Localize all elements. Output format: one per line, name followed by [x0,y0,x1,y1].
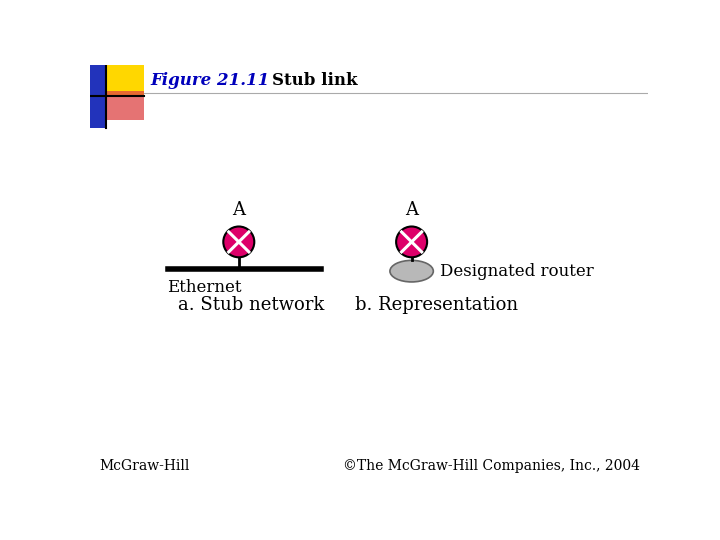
Bar [104,91,144,120]
Text: A: A [405,201,418,219]
Text: Ethernet: Ethernet [168,279,242,296]
Text: Figure 21.11: Figure 21.11 [150,72,270,90]
Text: b. Representation: b. Representation [355,296,518,314]
Bar [90,65,106,128]
Text: Stub link: Stub link [249,72,358,90]
Ellipse shape [396,226,427,257]
Ellipse shape [390,260,433,282]
Ellipse shape [223,226,254,257]
Text: Designated router: Designated router [439,262,593,280]
Text: ©The McGraw-Hill Companies, Inc., 2004: ©The McGraw-Hill Companies, Inc., 2004 [343,459,640,473]
Text: A: A [233,201,246,219]
Text: a. Stub network: a. Stub network [178,296,324,314]
Bar [104,65,144,97]
Text: McGraw-Hill: McGraw-Hill [99,459,189,473]
